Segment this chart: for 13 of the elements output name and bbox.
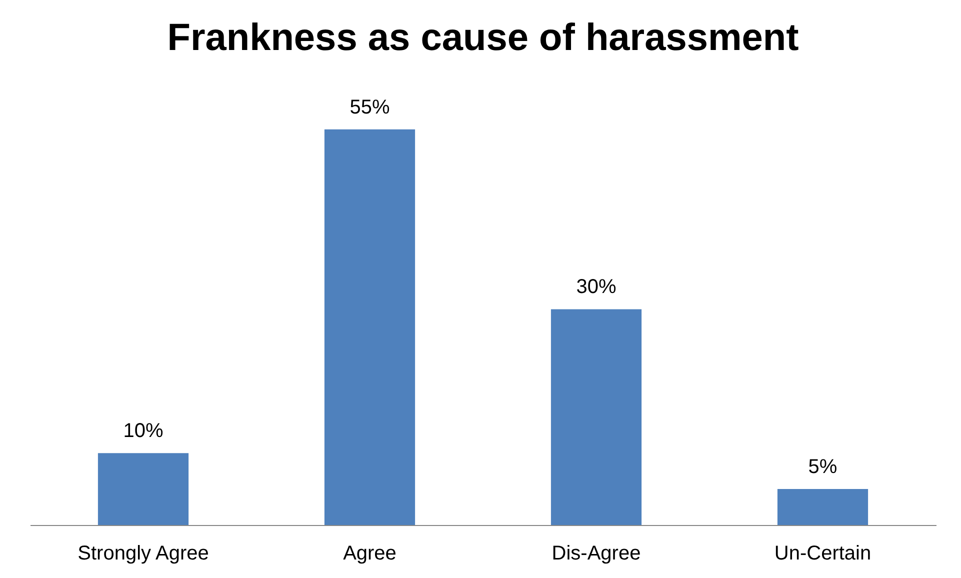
data-label: 5% (808, 456, 838, 478)
data-label: 55% (350, 96, 390, 118)
bar (324, 129, 416, 525)
data-label: 10% (123, 420, 164, 442)
x-tick-label: Strongly Agree (78, 542, 209, 564)
x-tick-label: Agree (343, 542, 396, 564)
x-tick-label: Un-Certain (774, 542, 872, 564)
chart-title: Frankness as cause of harassment (167, 17, 800, 59)
bar (777, 489, 868, 525)
bar (550, 309, 642, 525)
x-tick-label: Dis-Agree (552, 542, 641, 564)
bar (98, 453, 189, 525)
data-label: 30% (576, 276, 616, 298)
